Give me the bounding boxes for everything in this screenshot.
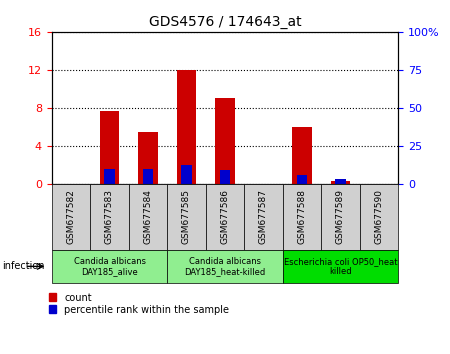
Legend: count, percentile rank within the sample: count, percentile rank within the sample	[48, 292, 230, 315]
Bar	[331, 181, 350, 184]
Text: GSM677589: GSM677589	[336, 189, 345, 244]
Text: GSM677583: GSM677583	[105, 189, 114, 244]
Text: Candida albicans
DAY185_alive: Candida albicans DAY185_alive	[73, 257, 145, 276]
Bar	[335, 179, 346, 184]
Text: Escherichia coli OP50_heat
killed: Escherichia coli OP50_heat killed	[284, 257, 397, 276]
Bar	[104, 169, 115, 184]
Text: GSM677590: GSM677590	[374, 189, 383, 244]
Text: GSM677588: GSM677588	[297, 189, 306, 244]
Text: GSM677586: GSM677586	[220, 189, 230, 244]
Text: GSM677587: GSM677587	[259, 189, 268, 244]
Bar	[139, 132, 158, 184]
Bar	[216, 98, 234, 184]
Text: GSM677585: GSM677585	[182, 189, 191, 244]
Bar	[220, 170, 230, 184]
Bar	[100, 111, 119, 184]
Bar	[177, 70, 196, 184]
Bar	[297, 175, 307, 184]
Bar	[181, 165, 192, 184]
Text: infection: infection	[2, 261, 45, 272]
Text: GSM677582: GSM677582	[67, 189, 76, 244]
Bar	[292, 127, 311, 184]
Title: GDS4576 / 174643_at: GDS4576 / 174643_at	[148, 16, 302, 29]
Text: GSM677584: GSM677584	[144, 189, 153, 244]
Text: Candida albicans
DAY185_heat-killed: Candida albicans DAY185_heat-killed	[184, 257, 266, 276]
Bar	[143, 169, 153, 184]
